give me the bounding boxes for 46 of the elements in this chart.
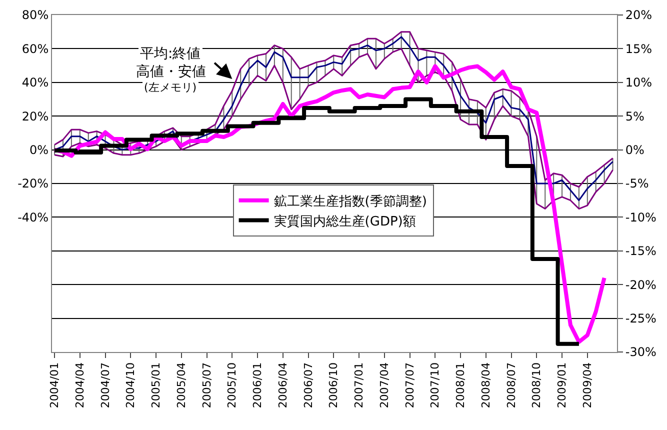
- y2-tick-label: -5%: [625, 176, 649, 191]
- x-tick-label: 2009/01: [556, 362, 569, 408]
- x-tick-label: 2008/10: [530, 362, 544, 408]
- x-tick-label: 2004/01: [48, 362, 62, 408]
- y-tick-label: 80%: [22, 8, 49, 22]
- y2-tick-label: 15%: [625, 42, 652, 56]
- x-tick-label: 2005/04: [174, 362, 188, 408]
- x-tick-label: 2006/10: [327, 362, 340, 408]
- x-tick-label: 2004/07: [98, 362, 112, 408]
- y2-tick-label: 10%: [625, 76, 652, 90]
- x-tick-label: 2004/10: [124, 362, 138, 408]
- x-tick-label: 2006/04: [276, 362, 290, 408]
- x-tick-label: 2009/04: [580, 362, 594, 408]
- y2-tick-label: -30%: [625, 345, 656, 360]
- y2-tick-label: 20%: [625, 8, 652, 22]
- legend-label: 鉱工業生産指数(季節調整): [274, 193, 427, 210]
- legend-label: 実質国内総生産(GDP)額: [274, 213, 416, 230]
- annotation: (左メモリ): [144, 81, 197, 94]
- y2-tick-label: -20%: [625, 278, 656, 292]
- x-tick-label: 2006/01: [251, 362, 264, 408]
- x-tick-label: 2008/01: [454, 362, 468, 408]
- line-series: [52, 64, 606, 344]
- y-tick-label: 20%: [22, 109, 49, 124]
- x-tick-label: 2008/04: [479, 362, 492, 408]
- x-tick-label: 2005/10: [226, 362, 239, 408]
- y2-tick-label: 0%: [625, 143, 644, 157]
- x-tick-label: 2005/01: [150, 362, 163, 408]
- x-tick-label: 2007/07: [403, 362, 416, 408]
- x-tick-label: 2006/07: [302, 362, 315, 408]
- y-tick-label: -40%: [18, 210, 49, 224]
- x-tick-label: 2008/07: [504, 362, 518, 408]
- x-tick-label: 2005/07: [200, 362, 214, 408]
- y2-tick-label: -10%: [625, 210, 656, 224]
- y-tick-label: -20%: [18, 176, 49, 191]
- annotation: 平均:終値: [140, 46, 201, 62]
- y2-tick-label: -25%: [625, 312, 656, 326]
- x-tick-label: 2007/01: [352, 362, 366, 408]
- y-tick-label: 0%: [30, 143, 49, 157]
- x-tick-label: 2007/04: [378, 362, 391, 408]
- x-tick-label: 2004/04: [73, 362, 86, 408]
- x-tick-label: 2007/10: [428, 362, 442, 408]
- y-tick-label: 60%: [22, 42, 49, 56]
- y-tick-label: 40%: [22, 76, 49, 90]
- annotation: 高値・安値: [136, 64, 206, 80]
- y2-tick-label: -15%: [625, 244, 656, 258]
- y2-tick-label: 5%: [625, 109, 644, 124]
